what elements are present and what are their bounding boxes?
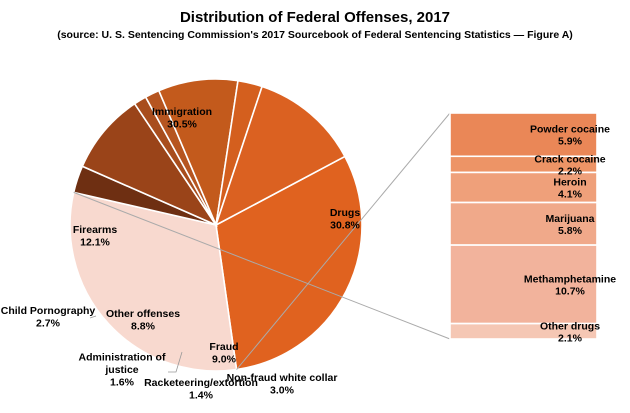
bar-label-crack-cocaine: Crack cocaine 2.2% bbox=[534, 153, 605, 177]
bar-segment-methamphetamine bbox=[449, 244, 598, 325]
pie-label-firearms: Firearms 12.1% bbox=[73, 224, 118, 249]
pie-label-racketeering-extortion: Racketeering/extortion 1.4% bbox=[144, 377, 258, 402]
pie-slice-fraud bbox=[81, 102, 219, 227]
connector-line-top bbox=[236, 112, 451, 370]
leader-line bbox=[168, 351, 183, 373]
pie-label-child-pornography: Child Pornography 2.7% bbox=[1, 305, 96, 330]
bar-label-heroin: Heroin 4.1% bbox=[553, 176, 586, 200]
leader-line bbox=[89, 315, 97, 319]
connector-line-bottom bbox=[73, 191, 451, 340]
chart-title: Distribution of Federal Offenses, 2017 bbox=[179, 9, 451, 26]
pie-label-drugs: Drugs 30.8% bbox=[330, 207, 361, 232]
bar-label-other-drugs: Other drugs 2.1% bbox=[540, 320, 600, 344]
pie-slice-immigration bbox=[215, 155, 363, 371]
pie-label-administration-of-justice: Administration of justice 1.6% bbox=[79, 352, 166, 389]
bar-segment-heroin bbox=[449, 171, 598, 204]
chart-subtitle: (source: U. S. Sentencing Commission's 2… bbox=[57, 29, 573, 41]
pie-label-non-fraud-white-collar: Non-fraud white collar 3.0% bbox=[227, 372, 338, 397]
bar-segment-marijuana bbox=[449, 201, 598, 246]
bar-segment-powder-cocaine bbox=[449, 112, 598, 158]
bar-label-methamphetamine: Methamphetamine 10.7% bbox=[524, 273, 616, 297]
bar-segment-other-drugs bbox=[449, 322, 598, 340]
pie-slice-firearms bbox=[214, 85, 346, 227]
pie-slice-drugs bbox=[69, 191, 238, 372]
bar-label-powder-cocaine: Powder cocaine 5.9% bbox=[530, 124, 610, 148]
pie-slice-other-offenses bbox=[157, 78, 239, 228]
pie-label-other-offenses: Other offenses 8.8% bbox=[106, 308, 180, 333]
pie-label-fraud: Fraud 9.0% bbox=[209, 341, 238, 366]
pie-label-immigration: Immigration 30.5% bbox=[152, 106, 212, 131]
bar-label-marijuana: Marijuana 5.8% bbox=[545, 213, 594, 237]
